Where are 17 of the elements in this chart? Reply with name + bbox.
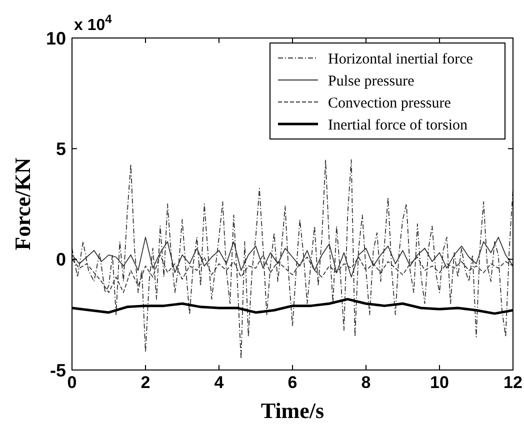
x-tick-label: 10 xyxy=(430,373,449,392)
text: x 10$^{4}$ xyxy=(74,12,112,34)
legend-label: Convection pressure xyxy=(328,95,452,112)
y-tick-label: 10 xyxy=(46,28,66,48)
legend-label: Horizontal inertial force xyxy=(328,51,474,68)
y-tick-label: 0 xyxy=(56,250,66,270)
y-tick-label: -5 xyxy=(50,360,66,380)
x-tick-label: 4 xyxy=(214,373,224,392)
y-tick-label: 5 xyxy=(56,138,66,159)
y-axis-title: Force/KN xyxy=(10,158,35,250)
x-tick-label: 2 xyxy=(140,373,150,392)
legend-label: Inertial force of torsion xyxy=(328,117,468,134)
legend-label: Pulse pressure xyxy=(328,73,415,90)
x-tick-label: 8 xyxy=(361,373,371,392)
x-tick-label: 12 xyxy=(504,373,522,392)
x-axis-title: Time/s xyxy=(260,398,325,423)
x-tick-label: 6 xyxy=(288,373,298,392)
